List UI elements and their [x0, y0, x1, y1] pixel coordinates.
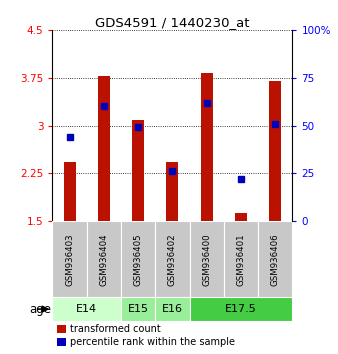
Bar: [64, 162, 75, 221]
Text: GSM936403: GSM936403: [65, 233, 74, 286]
Text: GSM936402: GSM936402: [168, 233, 177, 286]
Bar: [224, 221, 258, 297]
Bar: [155, 221, 190, 297]
Text: GSM936405: GSM936405: [134, 233, 143, 286]
Legend: transformed count, percentile rank within the sample: transformed count, percentile rank withi…: [57, 324, 235, 347]
Text: GSM936404: GSM936404: [99, 233, 108, 286]
Bar: [87, 221, 121, 297]
Text: E15: E15: [128, 304, 149, 314]
Bar: [190, 221, 224, 297]
Bar: [121, 297, 155, 321]
Text: GSM936400: GSM936400: [202, 233, 211, 286]
Bar: [235, 213, 247, 221]
Bar: [52, 221, 87, 297]
Text: GSM936406: GSM936406: [271, 233, 280, 286]
Bar: [190, 297, 292, 321]
Text: age: age: [30, 303, 52, 315]
Bar: [166, 162, 178, 221]
Bar: [269, 81, 281, 221]
Text: GSM936401: GSM936401: [237, 233, 245, 286]
Bar: [98, 76, 110, 221]
Title: GDS4591 / 1440230_at: GDS4591 / 1440230_at: [95, 16, 250, 29]
Bar: [155, 297, 190, 321]
Text: E16: E16: [162, 304, 183, 314]
Text: E17.5: E17.5: [225, 304, 257, 314]
Text: E14: E14: [76, 304, 97, 314]
Bar: [121, 221, 155, 297]
Bar: [258, 221, 292, 297]
Bar: [201, 73, 213, 221]
Bar: [52, 297, 121, 321]
Bar: [132, 120, 144, 221]
